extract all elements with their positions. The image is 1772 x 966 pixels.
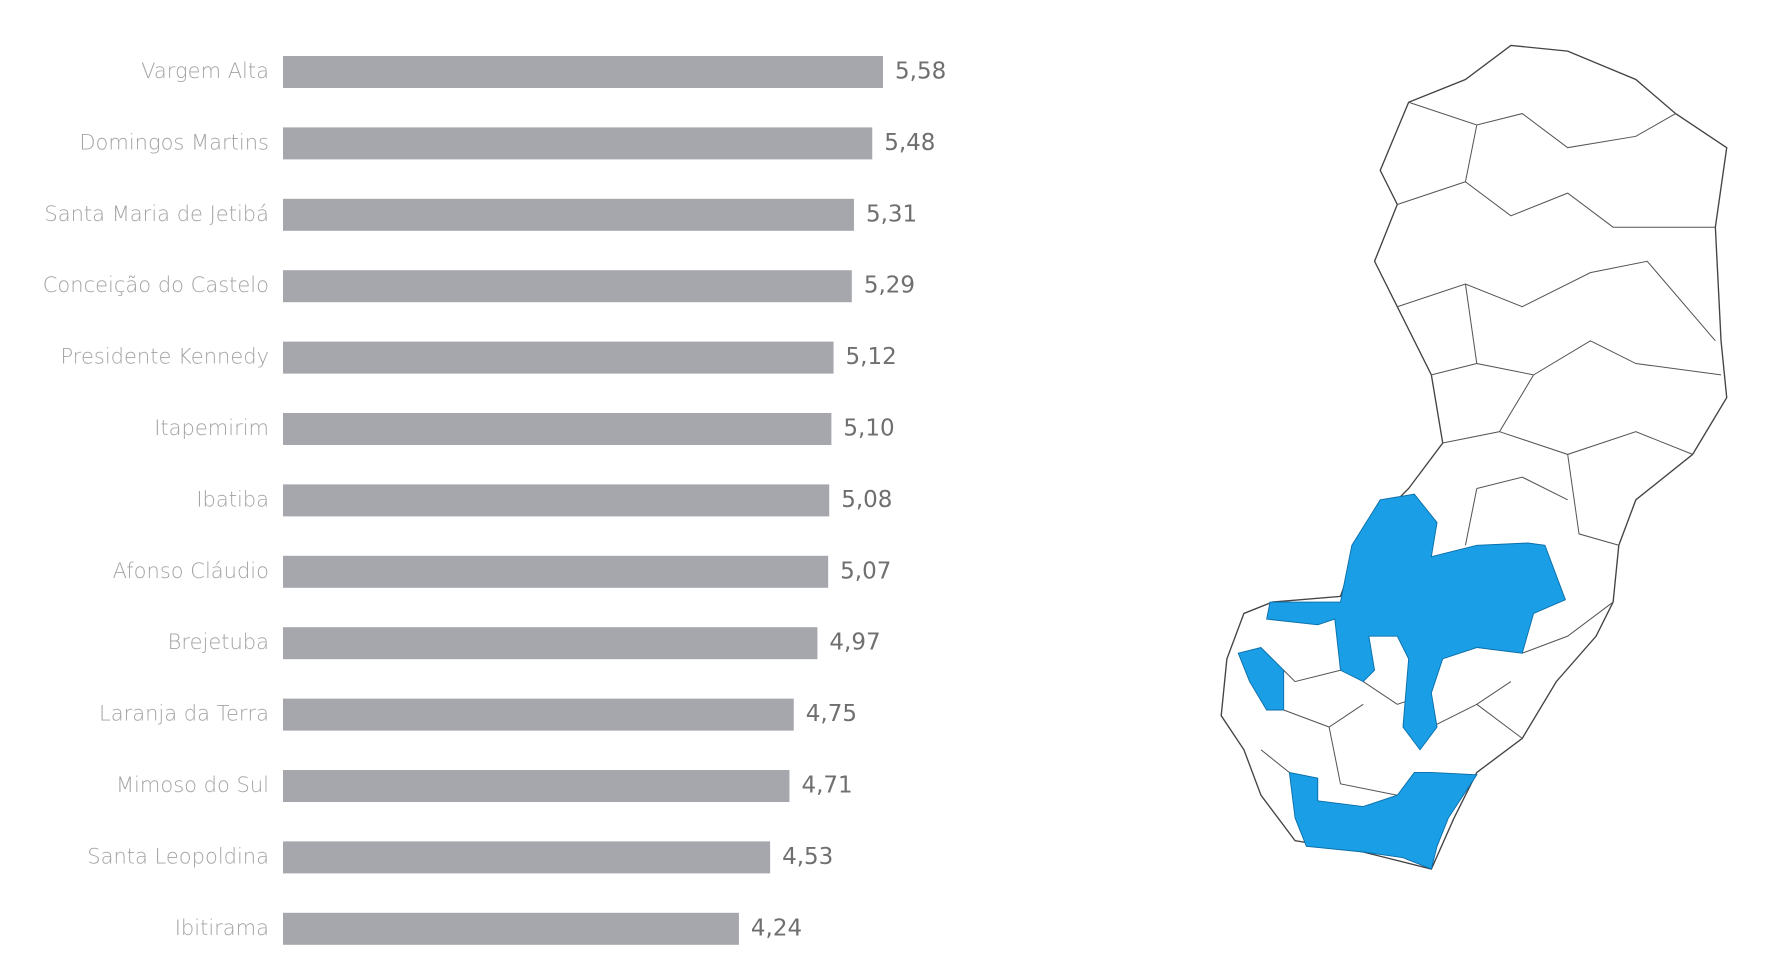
- value-label: 5,12: [846, 344, 897, 370]
- category-label: Vargem Alta: [141, 59, 269, 83]
- state-map: [1220, 44, 1728, 870]
- category-label: Mimoso do Sul: [116, 773, 269, 797]
- category-label: Ibatiba: [196, 487, 269, 511]
- value-label: 4,53: [782, 844, 833, 870]
- bar: [283, 56, 883, 88]
- category-label: Conceição do Castelo: [43, 273, 269, 297]
- bar: [283, 270, 852, 303]
- highlighted-regions: [1237, 493, 1566, 870]
- bar: [283, 555, 829, 588]
- bar: [283, 912, 739, 945]
- bar: [283, 698, 794, 731]
- value-label: 4,75: [806, 701, 857, 727]
- category-label: Afonso Cláudio: [113, 559, 269, 583]
- bar: [283, 127, 873, 160]
- bar: [283, 341, 834, 374]
- value-label: 5,58: [895, 59, 946, 85]
- map-outline: [1220, 44, 1728, 870]
- category-label: Laranja da Terra: [99, 702, 269, 726]
- bar: [283, 627, 818, 660]
- value-label: 5,07: [840, 558, 891, 584]
- value-label: 4,71: [801, 773, 852, 799]
- bar: [283, 770, 790, 802]
- bar: [283, 484, 830, 517]
- municipal-borders: [1260, 101, 1722, 796]
- category-label: Domingos Martins: [79, 130, 269, 154]
- value-label: 5,08: [841, 487, 892, 513]
- category-label: Brejetuba: [168, 630, 269, 654]
- category-label: Itapemirim: [154, 416, 269, 440]
- value-label: 5,48: [884, 130, 935, 156]
- value-label: 4,97: [829, 630, 880, 656]
- bar: [283, 413, 832, 445]
- category-label: Santa Leopoldina: [87, 844, 269, 868]
- category-label: Ibitirama: [175, 916, 269, 940]
- value-label: 5,31: [866, 201, 917, 227]
- bar: [283, 841, 771, 874]
- category-label: Santa Maria de Jetibá: [44, 202, 269, 226]
- bar: [283, 198, 854, 231]
- category-label: Presidente Kennedy: [61, 345, 270, 369]
- value-label: 4,24: [751, 915, 802, 941]
- value-label: 5,10: [843, 416, 894, 442]
- value-label: 5,29: [864, 273, 915, 299]
